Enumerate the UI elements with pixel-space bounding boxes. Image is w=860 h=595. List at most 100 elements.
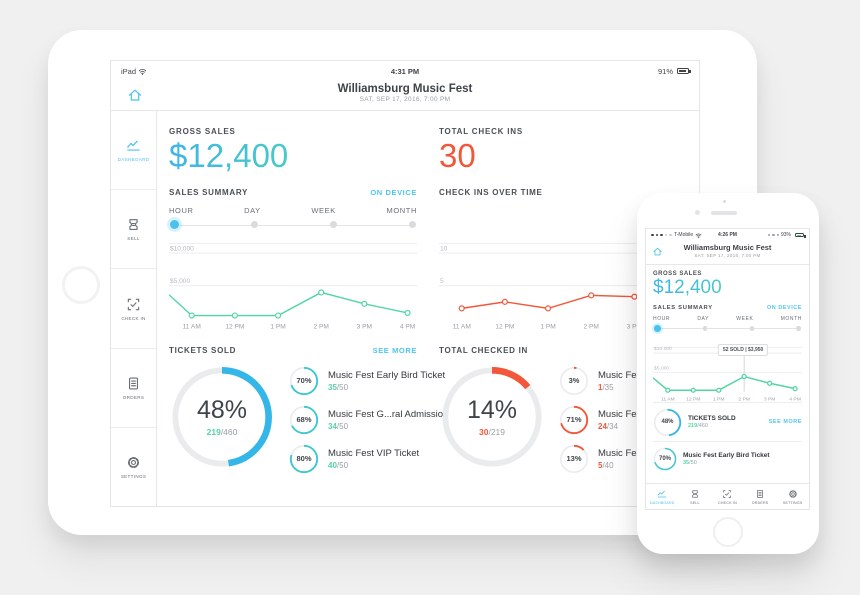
check-ins-over-time-label: CHECK INS OVER TIME (439, 188, 543, 198)
tickets-sold-panel: 48% 219/460 70% (169, 364, 448, 474)
checked-in-donut: 14% 30/219 (439, 364, 545, 470)
sales-summary-label: SALES SUMMARY (653, 304, 713, 311)
svg-text:11 AM: 11 AM (183, 323, 201, 330)
tickets-sold-header: TICKETS SOLD (169, 346, 237, 356)
ticket-icon (126, 217, 141, 232)
iphone-device: T-Mobile 4:26 PM 93% Williamsburg Music … (637, 193, 819, 554)
sidebar: DASHBOARD SELL CHECK IN ORDERS SETTINGS (111, 111, 157, 506)
iphone-screen: T-Mobile 4:26 PM 93% Williamsburg Music … (645, 228, 810, 510)
dashboard-icon (126, 138, 141, 153)
earpiece-speaker (711, 211, 737, 215)
scan-check-icon (722, 489, 732, 499)
ticket-row: 70% Music Fest Early Bird Ticket 35/50 (289, 366, 445, 396)
tab-dashboard[interactable]: DASHBOARD (646, 484, 679, 509)
gross-sales-label: GROSS SALES (169, 127, 236, 136)
ticket-row: 68% Music Fest G...ral Admission 34/50 (289, 405, 448, 435)
ticket-row: 80% Music Fest VIP Ticket 40/50 (289, 444, 419, 474)
scan-check-icon (126, 297, 141, 312)
total-check-ins-label: TOTAL CHECK INS (439, 127, 524, 136)
sidebar-item-dashboard[interactable]: DASHBOARD (111, 111, 156, 191)
proximity-sensor (723, 200, 726, 203)
range-option-day[interactable]: DAY (244, 205, 261, 215)
svg-text:1 PM: 1 PM (270, 323, 285, 330)
see-more-link[interactable]: SEE MORE (768, 419, 802, 426)
svg-text:10: 10 (440, 245, 448, 252)
status-time: 4:31 PM (390, 66, 420, 76)
svg-text:$5,000: $5,000 (170, 277, 191, 284)
range-option-hour[interactable]: HOUR (169, 205, 194, 215)
orders-list-icon (126, 376, 141, 391)
slider-dot-month[interactable] (409, 221, 416, 229)
event-title: Williamsburg Music Fest (683, 243, 772, 252)
sidebar-item-sell[interactable]: SELL (111, 190, 156, 270)
tickets-sold-donut: 48% 219/460 (169, 364, 275, 470)
sidebar-item-orders[interactable]: ORDERS (111, 349, 156, 428)
ipad-screen: iPad 4:31 PM 91% Williamsburg Music Fest… (110, 60, 700, 507)
svg-text:$5,000: $5,000 (654, 365, 669, 371)
range-option-month[interactable]: MONTH (386, 205, 417, 215)
tab-orders[interactable]: ORDERS (744, 484, 777, 509)
svg-text:11 AM: 11 AM (661, 397, 675, 402)
slider-track[interactable] (653, 325, 802, 332)
slider-track[interactable] (169, 220, 417, 230)
ticket-ring: 70% (289, 366, 319, 396)
event-title: Williamsburg Music Fest (337, 83, 473, 95)
dashboard-icon (657, 489, 667, 499)
slider-dot-day[interactable] (702, 326, 708, 331)
chart-tooltip: 52 SOLD | $3,950 (717, 343, 769, 356)
check-in-ring: 3% (559, 366, 589, 396)
sales-column: GROSS SALES $12,400 SALES SUMMARY ON DEV… (169, 111, 448, 506)
gross-sales-value: $12,400 (169, 138, 417, 174)
svg-text:3 PM: 3 PM (627, 323, 642, 330)
time-range-slider[interactable]: HOUR DAY WEEK MONTH (169, 206, 417, 232)
range-option-day[interactable]: DAY (697, 315, 710, 322)
slider-dot-week[interactable] (749, 326, 755, 331)
total-checked-in-header: TOTAL CHECKED IN (439, 346, 528, 356)
battery-icon (677, 68, 691, 74)
battery-percent: 93% (780, 232, 791, 238)
on-device-link[interactable]: ON DEVICE (370, 188, 417, 198)
ticket-row: 70% Music Fest Early Bird Ticket 35/50 (653, 440, 802, 475)
slider-dot-hour[interactable] (654, 325, 661, 332)
ticket-ring: 70% (653, 447, 677, 471)
home-icon[interactable] (652, 246, 663, 257)
slider-dot-month[interactable] (796, 326, 801, 331)
tickets-sold-row: 48% TICKETS SOLD 219/460 SEE MORE (653, 401, 802, 441)
check-in-ring: 71% (559, 405, 589, 435)
total-check-ins-value: 30 (439, 137, 476, 174)
svg-text:12 PM: 12 PM (495, 323, 514, 330)
gear-icon (126, 455, 141, 470)
range-option-week[interactable]: WEEK (311, 205, 336, 215)
range-option-hour[interactable]: HOUR (653, 315, 671, 322)
on-device-link[interactable]: ON DEVICE (766, 304, 802, 311)
sidebar-item-check-in[interactable]: CHECK IN (111, 269, 156, 349)
ticket-ring: 68% (289, 405, 319, 435)
tab-check-in[interactable]: CHECK IN (711, 484, 744, 509)
svg-text:$10,000: $10,000 (654, 346, 672, 352)
range-option-week[interactable]: WEEK (736, 315, 754, 322)
status-time: 4:26 PM (718, 232, 737, 238)
tab-sell[interactable]: SELL (679, 484, 712, 509)
slider-dot-hour[interactable] (170, 220, 179, 230)
phone-status-bar: T-Mobile 4:26 PM 93% (646, 229, 809, 241)
range-option-month[interactable]: MONTH (780, 315, 802, 322)
battery-percent: 91% (657, 66, 673, 76)
phone-tab-bar: DASHBOARD SELL CHECK IN ORDERS SETTINGS (646, 483, 809, 509)
orders-list-icon (755, 489, 765, 499)
slider-dot-day[interactable] (251, 221, 258, 229)
see-more-link[interactable]: SEE MORE (372, 346, 417, 356)
svg-text:3 PM: 3 PM (357, 323, 372, 330)
sales-summary-chart[interactable]: $10,000 $5,000 11 AM 12 PM 1 PM 2 PM 3 PM 4 PM (169, 238, 417, 332)
tab-settings[interactable]: SETTINGS (776, 484, 809, 509)
ipad-status-bar: iPad 4:31 PM 91% (111, 61, 699, 81)
svg-text:1 PM: 1 PM (713, 397, 725, 402)
time-range-slider[interactable]: HOUR DAY WEEK MONTH (653, 316, 802, 333)
home-button[interactable] (713, 517, 743, 547)
home-icon[interactable] (127, 87, 143, 103)
svg-text:2 PM: 2 PM (313, 323, 328, 330)
sidebar-item-settings[interactable]: SETTINGS (111, 428, 156, 506)
svg-text:12 PM: 12 PM (225, 323, 244, 330)
svg-text:$10,000: $10,000 (170, 245, 194, 252)
slider-dot-week[interactable] (330, 221, 337, 229)
battery-icon (795, 232, 806, 238)
